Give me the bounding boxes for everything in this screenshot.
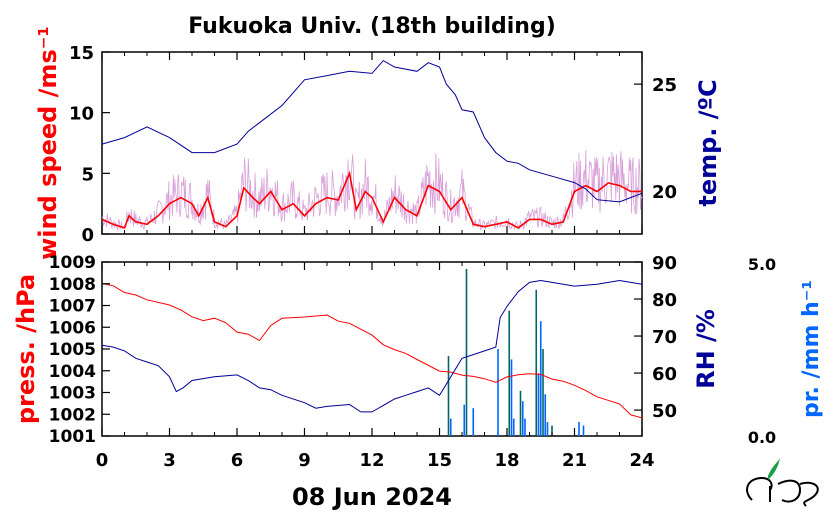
precip-bar bbox=[465, 268, 468, 436]
precip-bar bbox=[542, 349, 544, 436]
temp-tick-label: 25 bbox=[652, 75, 677, 96]
press-tick-label: 1002 bbox=[49, 405, 96, 425]
press-tick-label: 1009 bbox=[49, 253, 96, 273]
precip-bar bbox=[497, 349, 499, 436]
precip-bar bbox=[449, 418, 452, 436]
precip-bar bbox=[544, 394, 547, 436]
x-tick-label: 12 bbox=[359, 450, 384, 471]
bottom-series bbox=[101, 268, 643, 436]
rh-tick-label: 50 bbox=[652, 401, 677, 422]
precip-bar bbox=[521, 401, 524, 436]
x-tick-labels: 0 3 6 9 12 15 18 21 24 bbox=[96, 450, 655, 471]
bottom-ticks bbox=[101, 261, 643, 437]
rh-tick-labels: 50 60 70 80 90 bbox=[652, 253, 677, 422]
wind-tick-label: 5 bbox=[81, 164, 94, 185]
bottom-plot-frame bbox=[101, 261, 643, 437]
x-tick-label: 0 bbox=[96, 450, 109, 471]
press-tick-label: 1004 bbox=[49, 362, 96, 382]
press-line bbox=[101, 283, 643, 419]
precip-bar bbox=[582, 425, 585, 436]
press-tick-label: 1001 bbox=[49, 427, 96, 447]
date-label: 08 Jun 2024 bbox=[292, 483, 452, 511]
x-tick-label: 15 bbox=[427, 450, 452, 471]
wind-axis-label: wind speed /ms⁻¹ bbox=[34, 26, 62, 260]
rh-line bbox=[101, 279, 643, 413]
precip-bar bbox=[463, 404, 466, 436]
rh-axis-label: RH /% bbox=[692, 309, 720, 389]
precip-bar bbox=[519, 390, 522, 436]
precip-top-label: 5.0 bbox=[748, 255, 776, 274]
press-axis-label: press. /hPa bbox=[12, 274, 40, 424]
press-tick-label: 1005 bbox=[49, 340, 96, 360]
temp-tick-label: 20 bbox=[652, 182, 677, 203]
precip-bar bbox=[447, 355, 450, 436]
precip-bar bbox=[535, 289, 538, 436]
rh-tick-label: 70 bbox=[652, 327, 677, 348]
wind-tick-labels: 0 5 10 15 bbox=[69, 43, 94, 246]
press-tick-label: 1003 bbox=[49, 384, 96, 404]
precip-bar bbox=[537, 373, 540, 436]
rh-tick-label: 80 bbox=[652, 290, 677, 311]
top-ticks bbox=[101, 51, 643, 235]
precip-bar bbox=[539, 321, 542, 436]
chart-title: Fukuoka Univ. (18th building) bbox=[188, 14, 556, 39]
x-tick-label: 21 bbox=[562, 450, 587, 471]
press-tick-label: 1006 bbox=[49, 318, 96, 338]
top-plot-frame bbox=[101, 51, 643, 235]
precip-bar bbox=[508, 310, 511, 436]
x-tick-label: 3 bbox=[163, 450, 176, 471]
precip-bar bbox=[472, 408, 475, 436]
x-tick-label: 6 bbox=[231, 450, 244, 471]
precip-bottom-label: 0.0 bbox=[748, 428, 776, 447]
press-tick-label: 1007 bbox=[49, 297, 96, 317]
temp-axis-label: temp. /ºC bbox=[694, 79, 722, 206]
precip-bar bbox=[546, 422, 549, 436]
wind-avg-line bbox=[101, 170, 642, 229]
temp-line bbox=[101, 59, 643, 203]
mes-logo bbox=[746, 458, 819, 507]
precip-bar bbox=[510, 359, 513, 436]
x-tick-label: 18 bbox=[494, 450, 519, 471]
wind-raw-line bbox=[101, 150, 643, 232]
precip-axis-label: pr. /mm h⁻¹ bbox=[799, 280, 824, 418]
wind-tick-label: 15 bbox=[69, 43, 94, 64]
wind-tick-label: 0 bbox=[81, 225, 94, 246]
rh-tick-label: 90 bbox=[652, 253, 677, 274]
press-tick-label: 1008 bbox=[49, 275, 96, 295]
x-tick-label: 9 bbox=[298, 450, 311, 471]
rh-tick-label: 60 bbox=[652, 364, 677, 385]
top-series bbox=[101, 59, 643, 232]
precip-bar bbox=[551, 425, 553, 436]
wind-tick-label: 10 bbox=[69, 104, 94, 125]
x-tick-label: 24 bbox=[629, 450, 654, 471]
precip-bar bbox=[524, 418, 526, 436]
precip-bar bbox=[578, 422, 580, 436]
precip-bar bbox=[512, 418, 515, 436]
